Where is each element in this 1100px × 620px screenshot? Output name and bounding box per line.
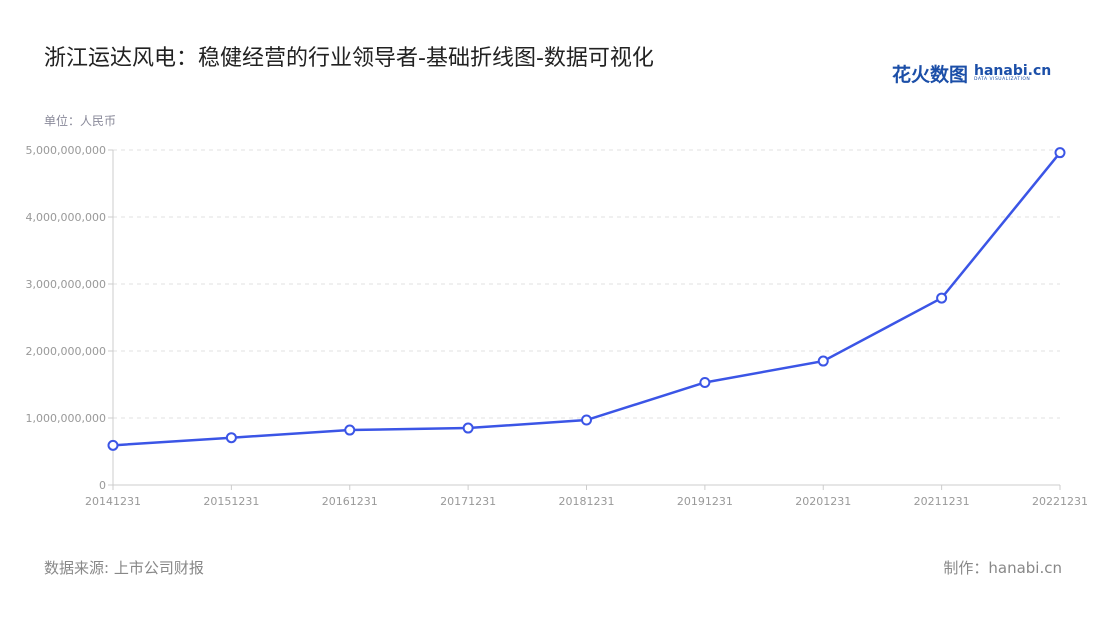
x-tick-label: 20141231 xyxy=(85,495,141,508)
x-tick-label: 20191231 xyxy=(677,495,733,508)
y-tick-label: 0 xyxy=(99,479,106,492)
hanabi-logo: 花火数图 hanabi.cn DATA VISUALIZATION xyxy=(892,60,1051,87)
y-tick-label: 3,000,000,000 xyxy=(26,278,106,291)
x-tick-label: 20161231 xyxy=(322,495,378,508)
x-tick-label: 20201231 xyxy=(795,495,851,508)
y-tick-label: 2,000,000,000 xyxy=(26,345,106,358)
data-source: 数据来源: 上市公司财报 xyxy=(44,559,204,577)
maker-credit: 制作：hanabi.cn xyxy=(943,559,1062,577)
data-point xyxy=(107,439,119,451)
logo-cn: 花火数图 xyxy=(892,64,969,86)
series-line xyxy=(112,151,1061,447)
logo-en-block: hanabi.cn DATA VISUALIZATION xyxy=(974,64,1051,83)
data-point xyxy=(936,292,948,304)
y-axis-label: 单位：人民币 xyxy=(44,114,117,128)
y-tick-label: 1,000,000,000 xyxy=(26,412,106,425)
chart-title: 浙江运达风电：稳健经营的行业领导者-基础折线图-数据可视化 xyxy=(44,46,654,71)
x-tick-label: 20171231 xyxy=(440,495,496,508)
logo-en: hanabi.cn xyxy=(974,63,1052,80)
x-tick-label: 20181231 xyxy=(559,495,615,508)
data-point xyxy=(817,355,829,367)
data-point xyxy=(699,376,711,388)
data-point xyxy=(344,424,356,436)
data-point xyxy=(1054,147,1066,159)
data-point xyxy=(581,414,592,426)
x-tick-label: 20151231 xyxy=(203,495,259,508)
data-point xyxy=(225,432,237,444)
x-tick-label: 20221231 xyxy=(1032,495,1088,508)
x-tick-label: 20211231 xyxy=(914,495,970,508)
y-tick-label: 5,000,000,000 xyxy=(26,144,106,157)
data-point xyxy=(462,422,474,434)
y-tick-label: 4,000,000,000 xyxy=(26,211,106,224)
logo-sub: DATA VISUALIZATION xyxy=(974,77,1031,83)
